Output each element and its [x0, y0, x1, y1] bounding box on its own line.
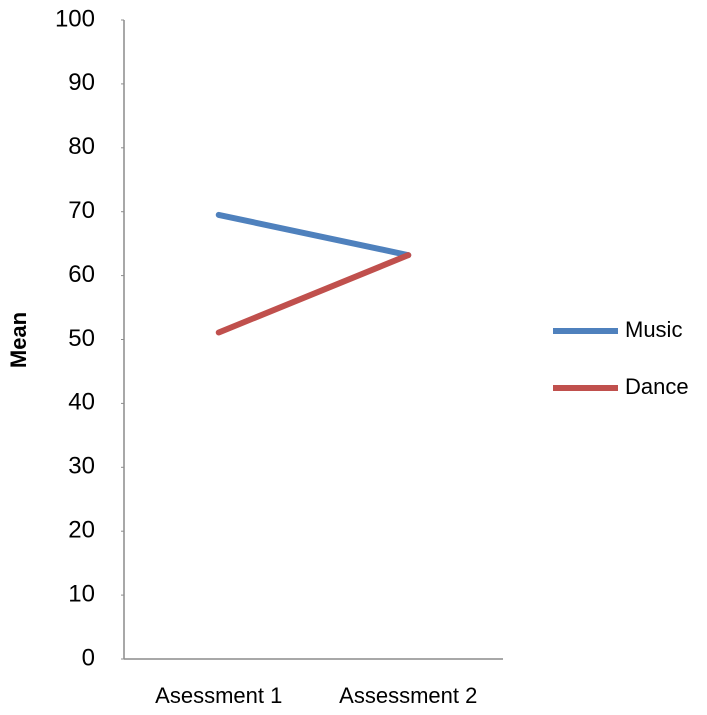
x-tick-label: Asessment 1	[155, 683, 282, 708]
y-tick-label: 70	[68, 197, 95, 224]
y-tick-label: 100	[55, 5, 95, 32]
y-tick-label: 90	[68, 69, 95, 96]
y-tick-label: 0	[82, 644, 95, 671]
y-tick-label: 80	[68, 133, 95, 160]
y-tick-label: 40	[68, 389, 95, 416]
series-line	[215, 252, 412, 336]
series-line	[215, 211, 412, 259]
y-tick-label: 20	[68, 517, 95, 544]
y-tick-label: 50	[68, 325, 95, 352]
y-tick-label: 60	[68, 261, 95, 288]
legend-label: Dance	[625, 374, 689, 399]
y-tick-label: 10	[68, 580, 95, 607]
y-axis-label: Mean	[6, 312, 31, 368]
x-tick-label: Assessment 2	[339, 683, 477, 708]
y-tick-label: 30	[68, 453, 95, 480]
legend-label: Music	[625, 317, 682, 342]
